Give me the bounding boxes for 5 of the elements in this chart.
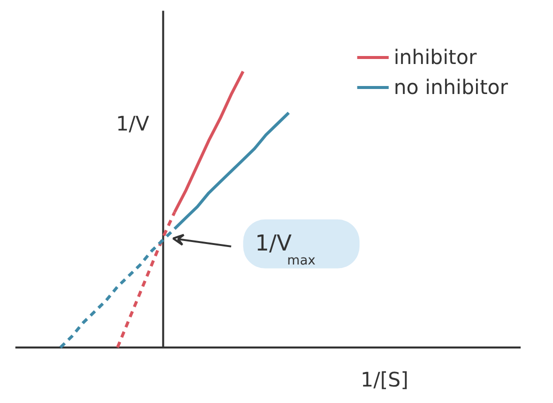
annotation: 1/Vmax (255, 231, 316, 268)
y-axis-title: 1/V (116, 111, 150, 136)
legend-label: inhibitor (394, 45, 477, 69)
x-axis-title: 1/[S] (360, 367, 408, 392)
legend-label: no inhibitor (394, 75, 508, 99)
